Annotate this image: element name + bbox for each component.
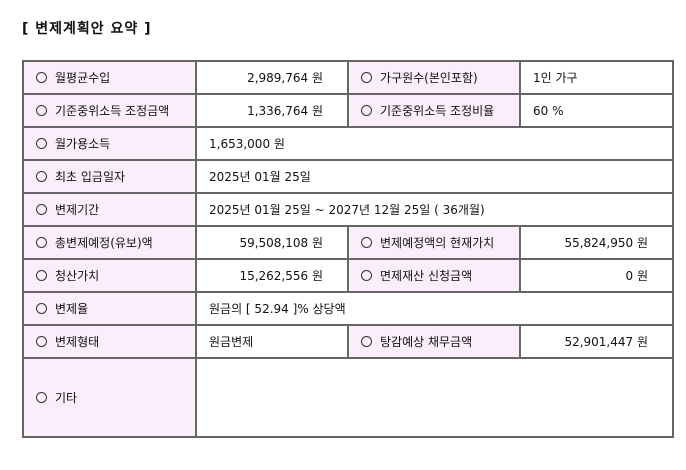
table-row: 기타 — [22, 357, 674, 438]
table-row: 변제형태 원금변제 탕감예상 채무금액 52,901,447 원 — [22, 324, 674, 359]
label-cell: 기준중위소득 조정금액 — [22, 93, 197, 128]
circle-bullet-icon — [36, 392, 47, 403]
table-row: 월평균수입 2,989,764 원 가구원수(본인포함) 1인 가구 — [22, 60, 674, 95]
value-cell: 1인 가구 — [519, 60, 674, 95]
circle-bullet-icon — [36, 138, 47, 149]
label: 기준중위소득 조정금액 — [55, 104, 170, 118]
label: 청산가치 — [55, 269, 100, 283]
label-cell: 기타 — [22, 357, 197, 438]
circle-bullet-icon — [36, 72, 47, 83]
circle-bullet-icon — [361, 270, 372, 281]
value-cell: 2025년 01월 25일 — [195, 159, 674, 194]
value-cell: 15,262,556 원 — [195, 258, 349, 293]
circle-bullet-icon — [36, 171, 47, 182]
circle-bullet-icon — [361, 336, 372, 347]
label: 총변제예정(유보)액 — [55, 236, 153, 250]
value-cell: 55,824,950 원 — [519, 225, 674, 260]
table-row: 변제율 원금의 [ 52.94 ]% 상당액 — [22, 291, 674, 326]
label: 가구원수(본인포함) — [380, 71, 478, 85]
value-cell — [195, 357, 674, 438]
label-cell: 최초 입금일자 — [22, 159, 197, 194]
label: 월가용소득 — [55, 137, 111, 151]
label-cell: 변제예정액의 현재가치 — [347, 225, 521, 260]
label-cell: 변제기간 — [22, 192, 197, 227]
circle-bullet-icon — [36, 270, 47, 281]
label: 변제율 — [55, 302, 89, 316]
label: 변제예정액의 현재가치 — [380, 236, 495, 250]
label-cell: 기준중위소득 조정비율 — [347, 93, 521, 128]
value-cell: 1,653,000 원 — [195, 126, 674, 161]
label: 최초 입금일자 — [55, 170, 126, 184]
label: 기준중위소득 조정비율 — [380, 104, 495, 118]
value-cell: 60 % — [519, 93, 674, 128]
table-row: 청산가치 15,262,556 원 면제재산 신청금액 0 원 — [22, 258, 674, 293]
label-cell: 변제율 — [22, 291, 197, 326]
table-row: 월가용소득 1,653,000 원 — [22, 126, 674, 161]
repayment-summary-table: 월평균수입 2,989,764 원 가구원수(본인포함) 1인 가구 기준중위소득 조정… — [22, 60, 674, 438]
value-cell: 0 원 — [519, 258, 674, 293]
circle-bullet-icon — [361, 72, 372, 83]
label-cell: 가구원수(본인포함) — [347, 60, 521, 95]
label: 월평균수입 — [55, 71, 111, 85]
value-cell: 2025년 01월 25일 ~ 2027년 12월 25일 ( 36개월) — [195, 192, 674, 227]
value-cell: 2,989,764 원 — [195, 60, 349, 95]
circle-bullet-icon — [36, 204, 47, 215]
value-cell: 1,336,764 원 — [195, 93, 349, 128]
label-cell: 총변제예정(유보)액 — [22, 225, 197, 260]
value-cell: 59,508,108 원 — [195, 225, 349, 260]
circle-bullet-icon — [36, 303, 47, 314]
value-cell: 원금의 [ 52.94 ]% 상당액 — [195, 291, 674, 326]
label: 변제기간 — [55, 203, 100, 217]
label: 변제형태 — [55, 335, 100, 349]
label: 탕감예상 채무금액 — [380, 335, 473, 349]
label: 기타 — [55, 391, 78, 405]
circle-bullet-icon — [36, 105, 47, 116]
circle-bullet-icon — [36, 336, 47, 347]
circle-bullet-icon — [361, 105, 372, 116]
label-cell: 청산가치 — [22, 258, 197, 293]
label-cell: 월가용소득 — [22, 126, 197, 161]
table-row: 최초 입금일자 2025년 01월 25일 — [22, 159, 674, 194]
table-row: 총변제예정(유보)액 59,508,108 원 변제예정액의 현재가치 55,824,… — [22, 225, 674, 260]
circle-bullet-icon — [36, 237, 47, 248]
label: 면제재산 신청금액 — [380, 269, 473, 283]
table-row: 변제기간 2025년 01월 25일 ~ 2027년 12월 25일 ( 36개월… — [22, 192, 674, 227]
label-cell: 변제형태 — [22, 324, 197, 359]
circle-bullet-icon — [361, 237, 372, 248]
page-title: [ 변제계획안 요약 ] — [22, 21, 152, 37]
table-row: 기준중위소득 조정금액 1,336,764 원 기준중위소득 조정비율 60 % — [22, 93, 674, 128]
value-cell: 원금변제 — [195, 324, 349, 359]
value-cell: 52,901,447 원 — [519, 324, 674, 359]
label-cell: 면제재산 신청금액 — [347, 258, 521, 293]
label-cell: 탕감예상 채무금액 — [347, 324, 521, 359]
label-cell: 월평균수입 — [22, 60, 197, 95]
